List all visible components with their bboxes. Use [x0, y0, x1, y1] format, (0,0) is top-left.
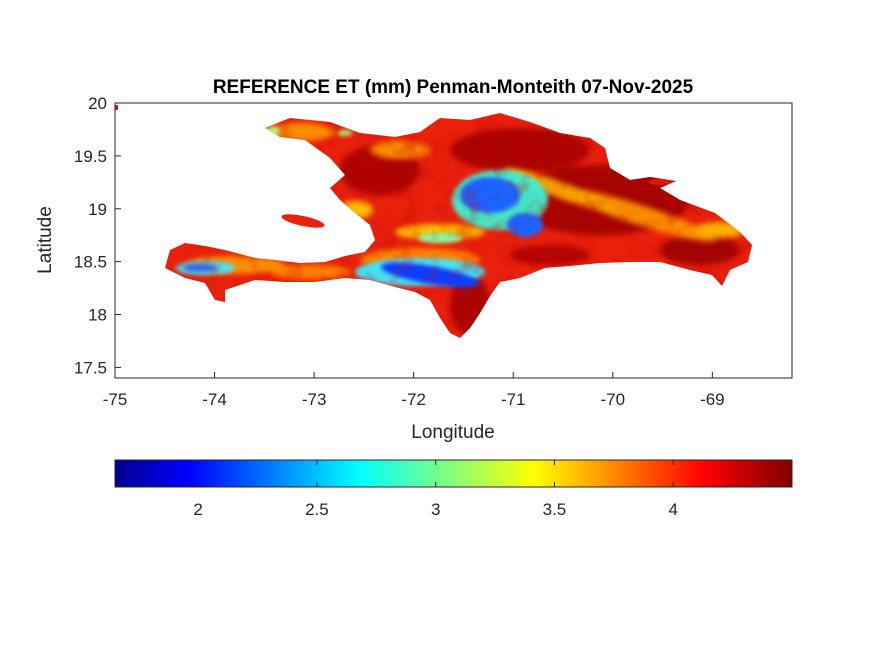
corner-speck	[115, 105, 118, 110]
x-tick-label: -69	[700, 390, 725, 409]
gonave-island	[281, 214, 325, 228]
tortuga-island	[648, 179, 672, 185]
colorbar-tick-label: 3	[431, 500, 440, 519]
x-tick-label: -73	[302, 390, 327, 409]
colorbar	[114, 459, 793, 488]
x-tick-label: -71	[501, 390, 526, 409]
x-tick-label: -70	[601, 390, 626, 409]
x-axis-ticks: -75 -74 -73 -72 -71 -70 -69	[103, 372, 725, 409]
y-tick-label: 19	[88, 200, 107, 219]
map-title: REFERENCE ET (mm) Penman-Monteith 07-Nov…	[213, 77, 694, 98]
x-tick-label: -72	[401, 390, 426, 409]
y-tick-label: 17.5	[74, 358, 107, 377]
colorbar-tick-label: 2	[193, 500, 202, 519]
y-tick-label: 20	[88, 94, 107, 113]
colorbar-tick-label: 3.5	[543, 500, 567, 519]
x-tick-label: -75	[103, 390, 128, 409]
y-tick-label: 18	[88, 306, 107, 325]
map-axes-frame	[114, 102, 793, 379]
x-tick-label: -74	[202, 390, 227, 409]
x-axis-label: Longitude	[411, 422, 494, 443]
colorbar-tick-label: 2.5	[305, 500, 329, 519]
y-axis-label: Latitude	[35, 206, 56, 274]
y-tick-label: 19.5	[74, 147, 107, 166]
y-axis-ticks: 20 19.5 19 18.5 18 17.5	[74, 94, 121, 377]
colorbar-ticks: 2 2.5 3 3.5 4	[193, 460, 678, 519]
y-tick-label: 18.5	[74, 253, 107, 272]
colorbar-tick-label: 4	[668, 500, 677, 519]
